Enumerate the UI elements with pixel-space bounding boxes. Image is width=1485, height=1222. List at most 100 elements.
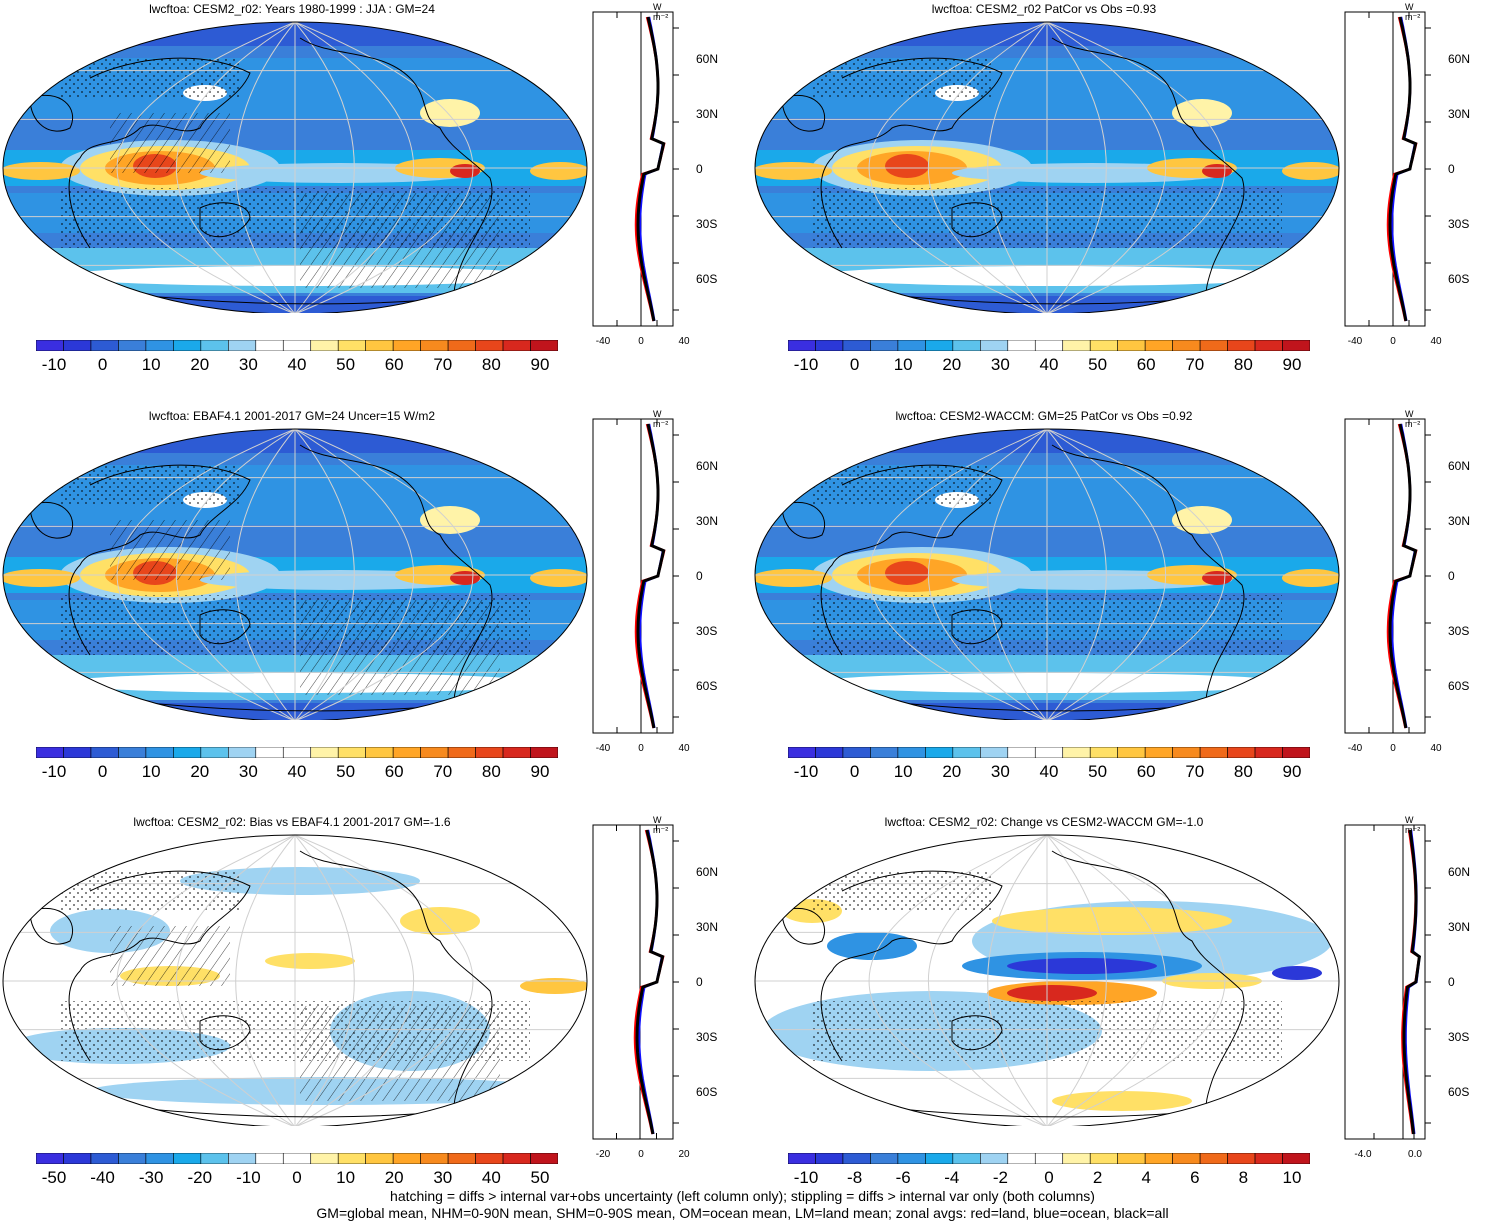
colorbar	[788, 1153, 1310, 1164]
world-map	[754, 834, 1340, 1126]
colorbar-tick-label: 60	[384, 762, 404, 781]
zonal-unit-label: W m⁻²	[653, 409, 669, 429]
colorbar-tick-label: -10	[793, 1168, 819, 1187]
latitude-tick-label: 60N	[1448, 865, 1471, 879]
colorbar-tick-label: 10	[336, 1168, 356, 1187]
zonal-mean-plot	[1344, 824, 1431, 1140]
colorbar-tick-label: 30	[990, 355, 1010, 374]
colorbar-tick-label: 80	[1233, 355, 1253, 374]
zonal-unit-label: W m⁻²	[1405, 2, 1421, 22]
colorbar-tick-label: 70	[1185, 355, 1205, 374]
world-map	[754, 428, 1340, 720]
latitude-tick-label: 30S	[696, 624, 718, 638]
latitude-tick-label: 0	[696, 162, 703, 176]
colorbar-tick-label: 4	[1141, 1168, 1151, 1187]
zonal-x-tick-label: -40	[595, 336, 611, 347]
zonal-mean-plot	[592, 11, 679, 327]
zonal-x-tick-label: 40	[1430, 743, 1442, 754]
colorbar-tick-label: 0	[97, 762, 108, 781]
zonal-x-tick-label: 0	[638, 336, 644, 347]
colorbar-tick-label: -4	[944, 1168, 960, 1187]
colorbar-tick-label: 40	[287, 762, 307, 781]
colorbar-tick-label: -40	[90, 1168, 115, 1187]
colorbar	[36, 340, 558, 351]
colorbar-tick-label: 70	[433, 762, 453, 781]
zonal-x-tick-label: 40	[1430, 336, 1442, 347]
colorbar-tick-label: -10	[793, 355, 819, 374]
latitude-tick-label: 0	[1448, 162, 1455, 176]
colorbar-tick-label: 60	[1136, 762, 1156, 781]
colorbar-tick-label: 80	[481, 355, 501, 374]
latitude-tick-label: 60S	[696, 1085, 718, 1099]
zonal-x-tick-label: -4.0	[1354, 1149, 1372, 1160]
latitude-tick-label: 60N	[696, 52, 719, 66]
world-map	[2, 834, 588, 1126]
colorbar-tick-label: 0	[849, 762, 860, 781]
latitude-tick-label: 60N	[1448, 459, 1471, 473]
zonal-x-tick-label: 0	[1390, 743, 1396, 754]
latitude-tick-label: 30N	[1448, 920, 1471, 934]
latitude-tick-label: 30N	[696, 514, 719, 528]
colorbar-tick-label: 20	[942, 762, 962, 781]
colorbar-tick-label: 90	[530, 762, 550, 781]
colorbar-tick-label: 80	[481, 762, 501, 781]
latitude-tick-label: 0	[696, 569, 703, 583]
panel-title: lwcftoa: CESM2_r02: Bias vs EBAF4.1 2001…	[133, 815, 451, 829]
colorbar-tick-label: 50	[336, 762, 356, 781]
colorbar-tick-label: -6	[895, 1168, 911, 1187]
colorbar-labels: -10 -8 -6 -4 -2 0 2 4 6 8 10	[788, 1168, 1318, 1190]
latitude-tick-label: 30N	[696, 920, 719, 934]
colorbar-tick-label: 60	[384, 355, 404, 374]
latitude-tick-label: 0	[696, 975, 703, 989]
colorbar	[788, 340, 1310, 351]
colorbar-tick-label: -20	[187, 1168, 213, 1187]
latitude-tick-label: 60S	[1448, 679, 1470, 693]
zonal-x-tick-label: -40	[1347, 743, 1363, 754]
colorbar-tick-label: 20	[190, 355, 210, 374]
latitude-tick-label: 60S	[1448, 272, 1470, 286]
zonal-mean-plot	[592, 824, 679, 1140]
zonal-unit-label: W m⁻²	[1405, 815, 1421, 835]
colorbar-tick-label: 0	[849, 355, 860, 374]
colorbar-tick-label: 70	[1185, 762, 1205, 781]
colorbar	[36, 1153, 558, 1164]
zonal-x-tick-label: 0.0	[1408, 1149, 1422, 1160]
colorbar-tick-label: -10	[236, 1168, 261, 1187]
latitude-tick-label: 30S	[696, 217, 718, 231]
zonal-x-tick-label: -20	[595, 1149, 611, 1160]
zonal-unit-label: W m⁻²	[1405, 409, 1421, 429]
colorbar-tick-label: 90	[1282, 762, 1302, 781]
zonal-x-tick-label: 0	[638, 1149, 644, 1160]
colorbar-tick-label: 50	[336, 355, 356, 374]
colorbar-tick-label: 50	[530, 1168, 550, 1187]
colorbar-tick-label: 40	[1039, 355, 1059, 374]
colorbar-tick-label: 30	[433, 1168, 453, 1187]
latitude-tick-label: 60S	[1448, 1085, 1470, 1099]
colorbar-tick-label: 20	[942, 355, 962, 374]
zonal-mean-plot	[1344, 418, 1431, 734]
world-map	[754, 21, 1340, 313]
latitude-tick-label: 30S	[696, 1030, 718, 1044]
zonal-x-tick-label: 20	[678, 1149, 690, 1160]
colorbar	[36, 747, 558, 758]
panel-title: lwcftoa: CESM2_r02: Years 1980-1999 : JJ…	[149, 2, 435, 16]
latitude-tick-label: 30N	[1448, 107, 1471, 121]
colorbar-tick-label: -8	[847, 1168, 863, 1187]
colorbar-tick-label: 50	[1088, 762, 1108, 781]
colorbar-labels: -10 0 10 20 30 40 50 60 70 80 90	[788, 762, 1318, 784]
colorbar-tick-label: 0	[1044, 1168, 1054, 1187]
colorbar-labels: -50 -40 -30 -20 -10 0 10 20 30 40 50	[36, 1168, 566, 1190]
colorbar-tick-label: -10	[41, 762, 67, 781]
colorbar-tick-label: 80	[1233, 762, 1253, 781]
latitude-tick-label: 30S	[1448, 217, 1470, 231]
world-map	[2, 21, 588, 313]
panel-title: lwcftoa: EBAF4.1 2001-2017 GM=24 Uncer=1…	[148, 409, 436, 423]
zonal-x-tick-label: 40	[678, 336, 690, 347]
colorbar-tick-label: 10	[1282, 1168, 1302, 1187]
colorbar-tick-label: 30	[238, 355, 258, 374]
zonal-x-tick-label: 0	[638, 743, 644, 754]
latitude-tick-label: 60S	[696, 679, 718, 693]
colorbar-tick-label: 20	[190, 762, 210, 781]
colorbar-tick-label: 90	[530, 355, 550, 374]
colorbar-labels: -10 0 10 20 30 40 50 60 70 80 90	[36, 762, 566, 784]
